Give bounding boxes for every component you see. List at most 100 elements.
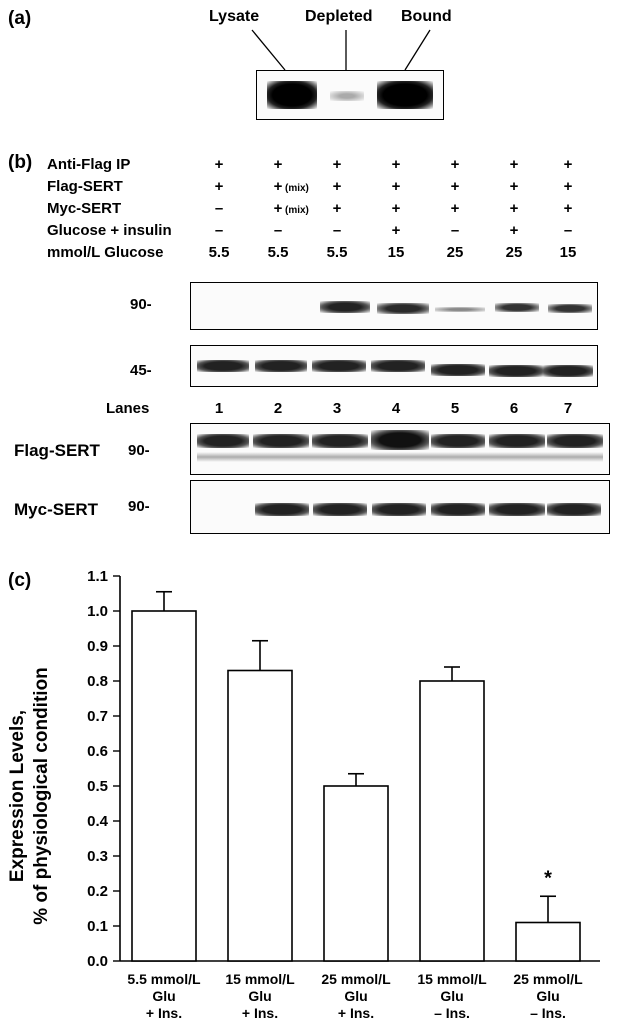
lane-number-7: 7 bbox=[563, 400, 573, 417]
panel-b-label: (b) bbox=[8, 152, 33, 173]
flag-blot-label: Flag-SERT bbox=[14, 441, 100, 460]
myc-band-lane7 bbox=[547, 503, 601, 516]
blot-ip-90 bbox=[190, 282, 598, 330]
cond-r2-l2: + bbox=[273, 200, 283, 217]
flag-band-lane6 bbox=[489, 434, 545, 448]
y-tick-label: 0.3 bbox=[87, 848, 108, 865]
cond-r2-l1: – bbox=[214, 200, 224, 217]
x-category-label: + Ins. bbox=[242, 1005, 278, 1021]
cond-r0-l3: + bbox=[332, 156, 342, 173]
lane-number-2: 2 bbox=[273, 400, 283, 417]
x-category-label: + Ins. bbox=[338, 1005, 374, 1021]
load-band-lane6 bbox=[489, 365, 543, 377]
flag-band-lane5 bbox=[431, 434, 485, 448]
ip-band-lane3 bbox=[320, 301, 370, 313]
significance-annotation: * bbox=[544, 867, 552, 889]
bar bbox=[323, 785, 389, 962]
expression-bar-chart: 0.0 0.1 0.2 0.3 0.4 0.5 0.6 0.7 0.8 0.9 1.0 1.1 5.5 … bbox=[87, 568, 600, 1021]
cond-r3-l7: – bbox=[563, 222, 573, 239]
cond-r1-l1: + bbox=[214, 178, 224, 195]
ip-band-lane6 bbox=[495, 303, 539, 312]
cond-r4-l5: 25 bbox=[446, 244, 464, 261]
bar bbox=[515, 921, 581, 962]
lane-number-4: 4 bbox=[391, 400, 401, 417]
band-depleted bbox=[330, 91, 364, 101]
cond-r4-l7: 15 bbox=[559, 244, 577, 261]
cond-r3-l6: + bbox=[509, 222, 519, 239]
lane-label-lysate: Lysate bbox=[209, 8, 260, 25]
blot2-marker: 45- bbox=[130, 362, 152, 379]
cond-r4-l4: 15 bbox=[387, 244, 405, 261]
y-tick-label: 0.8 bbox=[87, 673, 108, 690]
load-band-lane2 bbox=[255, 360, 307, 372]
flag-blot-marker: 90- bbox=[128, 442, 150, 459]
panel-a-label: (a) bbox=[8, 8, 32, 29]
myc-blot-marker: 90- bbox=[128, 498, 150, 515]
myc-band-lane5 bbox=[431, 503, 485, 516]
myc-band-lane2 bbox=[255, 503, 309, 516]
cond-r3-l2: – bbox=[273, 222, 283, 239]
bar bbox=[227, 669, 293, 962]
mix-note-myc: (mix) bbox=[285, 205, 309, 216]
band-lysate bbox=[267, 81, 317, 109]
blot1-marker: 90- bbox=[130, 296, 152, 313]
cond-r1-l7: + bbox=[563, 178, 573, 195]
myc-band-lane3 bbox=[313, 503, 367, 516]
x-category-label: 5.5 mmol/L bbox=[127, 971, 201, 987]
lane-number-3: 3 bbox=[332, 400, 342, 417]
load-band-lane1 bbox=[197, 360, 249, 372]
band-bound bbox=[377, 81, 433, 109]
y-tick-label: 0.2 bbox=[87, 883, 108, 900]
cond-r3-l1: – bbox=[214, 222, 224, 239]
lane-number-6: 6 bbox=[509, 400, 519, 417]
cond-r3-l5: – bbox=[450, 222, 460, 239]
ip-band-lane4 bbox=[377, 303, 429, 314]
cond-r1-l3: + bbox=[332, 178, 342, 195]
blot-flag-sert bbox=[190, 423, 610, 475]
x-category-label: 25 mmol/L bbox=[513, 971, 583, 987]
x-category-label: 15 mmol/L bbox=[225, 971, 295, 987]
load-band-lane7 bbox=[543, 365, 593, 377]
cond-r1-l6: + bbox=[509, 178, 519, 195]
cond-r0-l6: + bbox=[509, 156, 519, 173]
flag-band-lane3 bbox=[312, 434, 368, 448]
blot-panel-a bbox=[256, 70, 444, 120]
bar bbox=[419, 680, 485, 962]
x-category-label: Glu bbox=[440, 988, 463, 1004]
y-tick-label: 0.0 bbox=[87, 953, 108, 970]
x-category-label: Glu bbox=[536, 988, 559, 1004]
row-label-anti-flag-ip: Anti-Flag IP bbox=[47, 156, 131, 173]
panel-c-label: (c) bbox=[8, 570, 32, 591]
row-label-mmol-glucose: mmol/L Glucose bbox=[47, 244, 164, 261]
cond-r1-l5: + bbox=[450, 178, 460, 195]
lanes-label: Lanes bbox=[106, 400, 150, 417]
blot-myc-sert bbox=[190, 480, 610, 534]
cond-r0-l4: + bbox=[391, 156, 401, 173]
flag-band-lane1 bbox=[197, 434, 249, 448]
ip-band-lane5 bbox=[435, 307, 485, 312]
y-tick-label: 0.6 bbox=[87, 743, 108, 760]
flag-band-lane4 bbox=[371, 430, 429, 450]
cond-r2-l4: + bbox=[391, 200, 401, 217]
cond-r1-l4: + bbox=[391, 178, 401, 195]
cond-r4-l3: 5.5 bbox=[326, 244, 348, 261]
flag-band-lane2 bbox=[253, 434, 309, 448]
cond-r2-l3: + bbox=[332, 200, 342, 217]
bar bbox=[131, 610, 197, 962]
cond-r1-l2: + bbox=[273, 178, 283, 195]
x-category-label: + Ins. bbox=[146, 1005, 182, 1021]
blot-loading-45 bbox=[190, 345, 598, 387]
load-band-lane3 bbox=[312, 360, 366, 372]
lane-label-depleted: Depleted bbox=[305, 8, 373, 25]
y-tick-label: 1.0 bbox=[87, 603, 108, 620]
x-category-label: Glu bbox=[344, 988, 367, 1004]
x-category-label: Glu bbox=[152, 988, 175, 1004]
x-category-label: 15 mmol/L bbox=[417, 971, 487, 987]
cond-r0-l1: + bbox=[214, 156, 224, 173]
x-category-label: Glu bbox=[248, 988, 271, 1004]
row-label-myc-sert: Myc-SERT bbox=[47, 200, 122, 217]
x-category-label: – Ins. bbox=[434, 1005, 470, 1021]
cond-r0-l7: + bbox=[563, 156, 573, 173]
load-band-lane4 bbox=[371, 360, 425, 372]
row-label-flag-sert: Flag-SERT bbox=[47, 178, 123, 195]
